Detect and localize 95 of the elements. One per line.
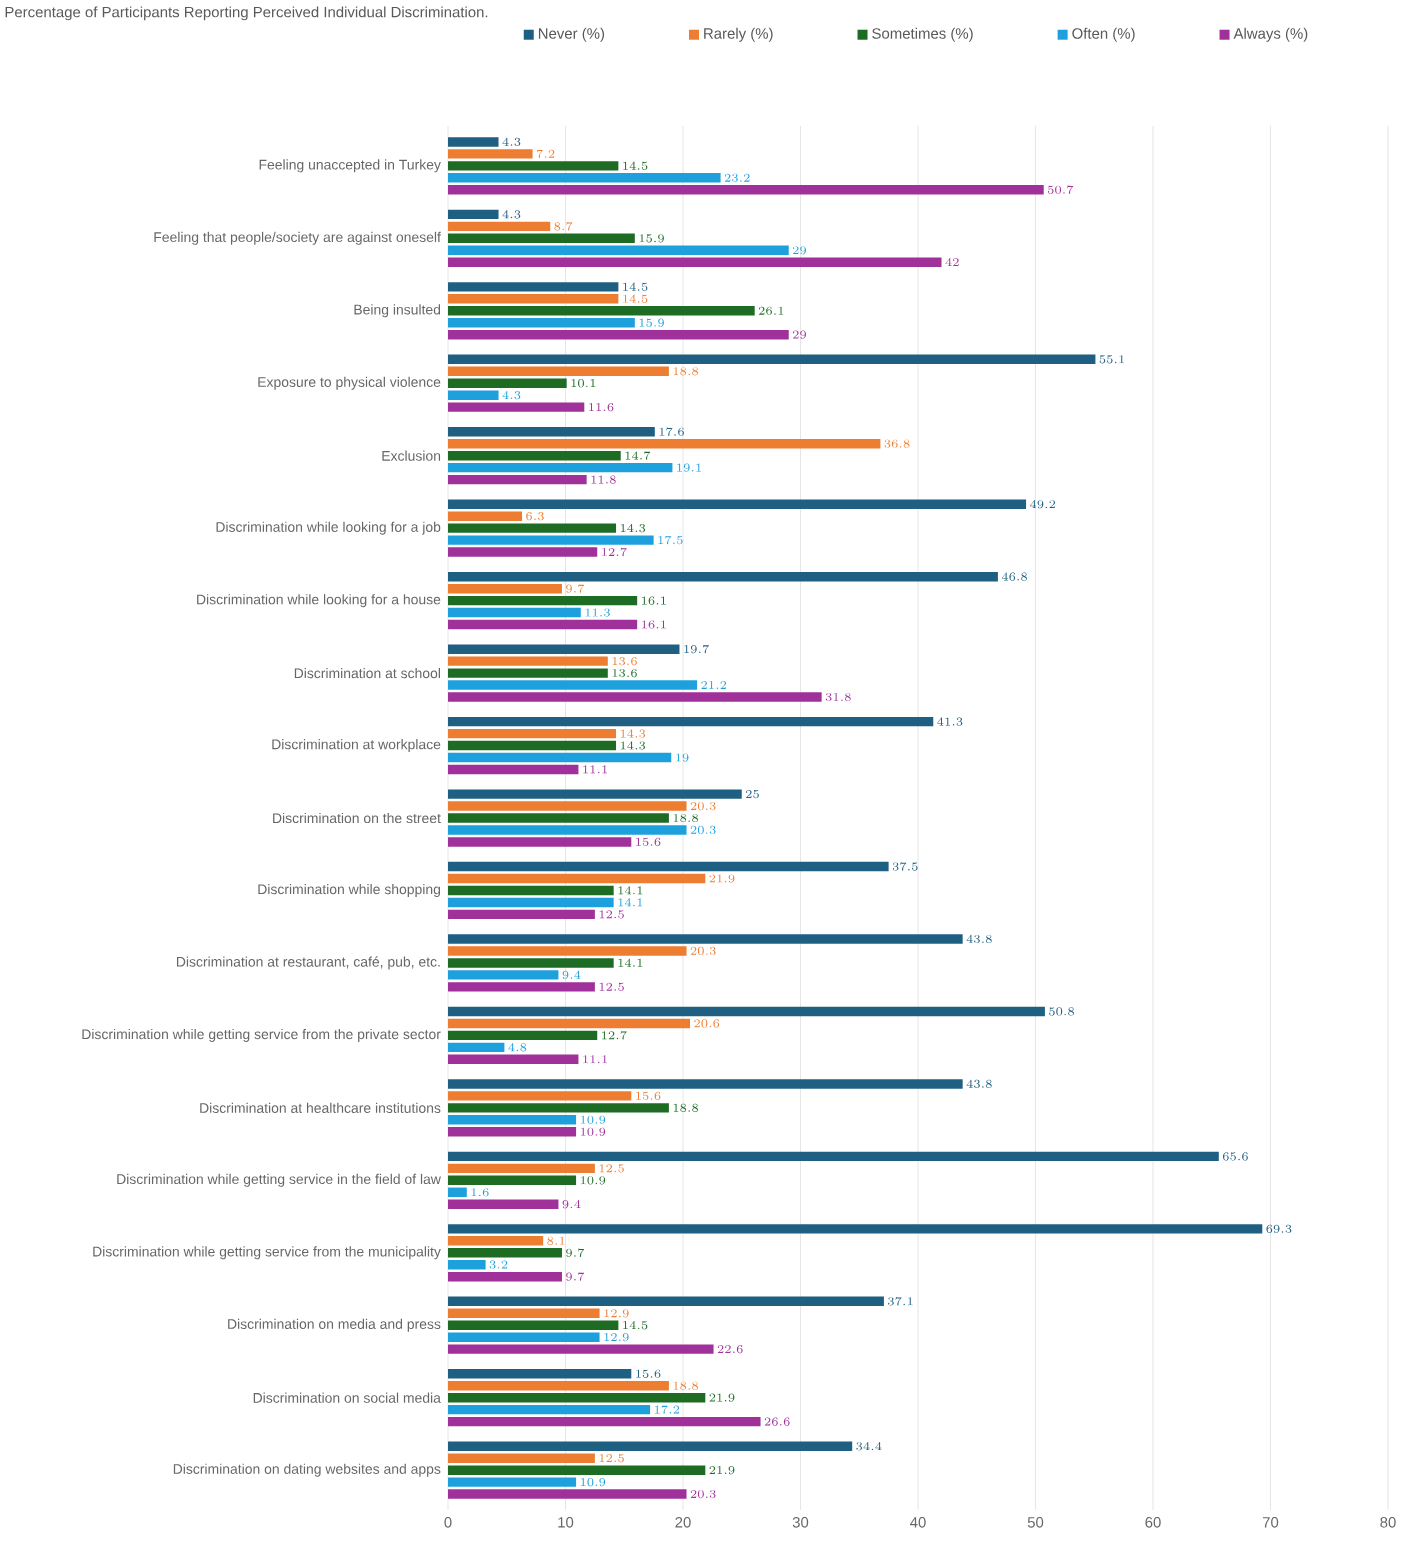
bar [448,1224,1263,1234]
bar [448,970,559,980]
bar [448,1392,706,1403]
bar [448,873,706,884]
bar [448,535,654,545]
bar [448,1489,687,1499]
bar [448,1465,706,1475]
bar [448,1271,562,1282]
bar [448,813,669,823]
bar [448,1127,577,1137]
bar [448,897,614,908]
bar [448,680,698,690]
bar [448,294,619,304]
bar [448,257,942,267]
bar [448,354,1096,365]
bar [448,149,533,159]
bar [448,511,523,521]
bar [448,1187,467,1197]
bar [448,1079,963,1089]
bar [448,728,617,739]
bar [448,173,721,183]
bar [448,716,934,727]
bar [448,137,499,147]
bar [448,1199,559,1209]
bar [448,825,687,835]
bar [448,958,614,968]
bar [448,1332,600,1342]
bar [448,1018,691,1029]
bar [448,572,998,582]
bar [448,1248,562,1258]
bar [448,1296,884,1307]
bar [448,1054,579,1065]
bar [448,474,587,485]
bar [448,427,655,437]
bar [448,233,635,244]
bar [448,318,635,328]
bar [448,161,619,171]
bar [448,1381,669,1391]
bar [448,692,822,702]
bar [448,462,673,473]
bar [448,1344,714,1354]
bar [448,946,687,956]
bar [448,885,614,896]
bar [448,764,579,775]
bar [448,1115,577,1125]
bar [448,402,585,412]
bar [448,1091,632,1101]
bar [448,282,619,292]
bar [448,499,1027,509]
bar [448,595,638,606]
bar [448,1042,505,1053]
bar [448,1103,669,1113]
bar [448,789,742,799]
bar [448,523,617,533]
bar [448,1308,600,1318]
bar [448,1404,651,1415]
bar [448,1369,632,1379]
bar [448,1006,1045,1017]
bar [448,390,499,400]
bar [448,1416,761,1427]
bar [448,1320,619,1330]
bar [448,1236,544,1246]
bar [448,1030,598,1041]
bar [448,221,551,232]
bar [448,450,621,461]
bar [448,378,567,388]
bar [448,801,687,811]
bar [448,644,680,654]
bar [448,366,669,376]
bar [448,837,632,847]
bar [448,1441,853,1451]
bar [448,934,963,944]
bar [448,861,889,872]
bar [448,583,562,594]
bar [448,607,581,618]
bar [448,982,595,992]
bar [448,439,881,449]
bar [448,1175,577,1186]
bar [448,245,789,255]
bar [448,209,499,220]
bar [448,1453,595,1463]
bar [448,329,789,340]
bar [448,1151,1219,1162]
bar [448,740,617,751]
bar [448,668,608,678]
bar [448,185,1044,195]
bar [448,752,672,763]
bar [448,1477,577,1487]
bar [448,656,608,666]
bar [448,619,638,630]
bar [448,306,755,316]
bar [448,909,595,920]
bar [448,1163,595,1174]
bar [448,1260,486,1270]
bar [448,547,598,557]
